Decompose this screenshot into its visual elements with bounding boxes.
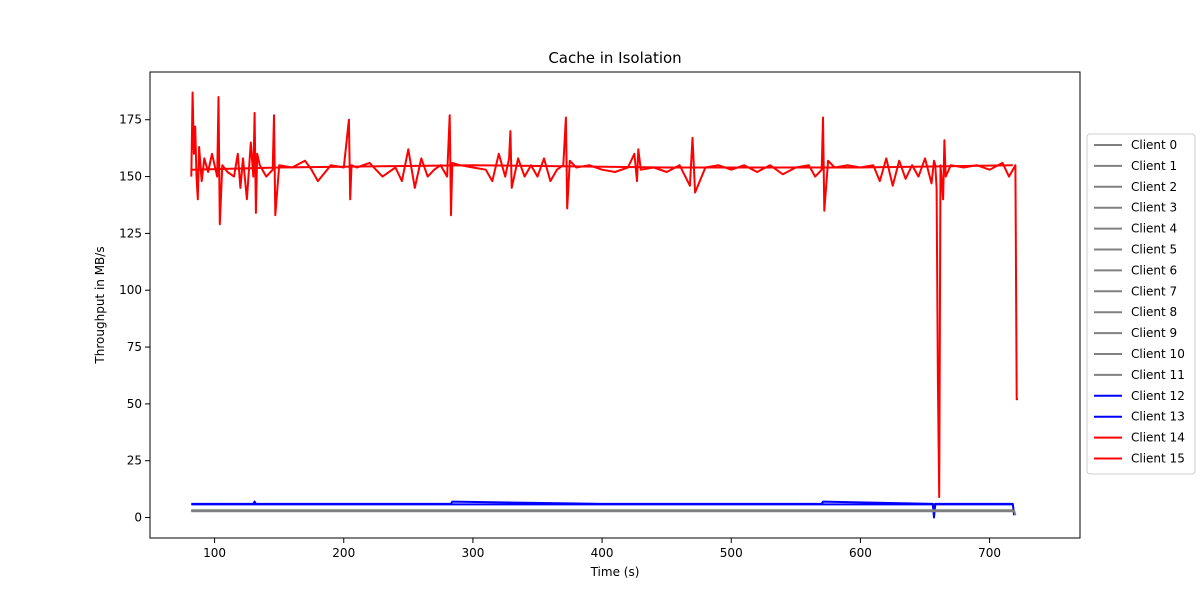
chart-title: Cache in Isolation (548, 49, 681, 67)
series-line-client-15 (190, 91, 1018, 499)
legend-label: Client 8 (1131, 305, 1177, 319)
legend-box (1086, 133, 1196, 475)
legend-label: Client 15 (1131, 452, 1185, 466)
legend-label: Client 6 (1131, 263, 1177, 277)
y-tick-label: 125 (119, 226, 142, 240)
x-tick-label: 700 (978, 546, 1001, 560)
y-tick-label: 75 (127, 340, 142, 354)
legend-label: Client 14 (1131, 431, 1185, 445)
x-tick-label: 200 (332, 546, 355, 560)
legend-label: Client 4 (1131, 222, 1177, 236)
legend-label: Client 3 (1131, 201, 1177, 215)
legend-label: Client 10 (1131, 347, 1185, 361)
plot-frame (149, 71, 1081, 539)
y-axis: 0 25 50 75 100 125 150 175 (119, 113, 150, 525)
legend-label: Client 7 (1131, 284, 1177, 298)
y-tick-label: 0 (134, 511, 142, 525)
x-tick-label: 100 (203, 546, 226, 560)
legend-label: Client 12 (1131, 389, 1185, 403)
legend: Client 0 Client 1 Client 2 Client 3 Client 4… (1086, 133, 1196, 475)
plot-marks (190, 91, 1018, 519)
legend-label: Client 9 (1131, 326, 1177, 340)
x-tick-label: 300 (461, 546, 484, 560)
y-axis-label: Throughput in MB/s (93, 246, 107, 364)
legend-label: Client 11 (1131, 368, 1185, 382)
x-tick-label: 600 (849, 546, 872, 560)
x-tick-label: 500 (720, 546, 743, 560)
legend-label: Client 0 (1131, 138, 1177, 152)
x-tick-label: 400 (591, 546, 614, 560)
y-tick-label: 100 (119, 283, 142, 297)
y-tick-label: 25 (127, 454, 142, 468)
legend-label: Client 13 (1131, 410, 1185, 424)
legend-label: Client 1 (1131, 159, 1177, 173)
x-axis-label: Time (s) (590, 565, 640, 579)
y-tick-label: 150 (119, 170, 142, 184)
x-axis: 100 200 300 400 500 600 700 (203, 538, 1001, 560)
y-tick-label: 50 (127, 397, 142, 411)
series-line-client-14 (191, 164, 1013, 171)
legend-label: Client 2 (1131, 180, 1177, 194)
legend-label: Client 5 (1131, 243, 1177, 257)
y-tick-label: 175 (119, 113, 142, 127)
